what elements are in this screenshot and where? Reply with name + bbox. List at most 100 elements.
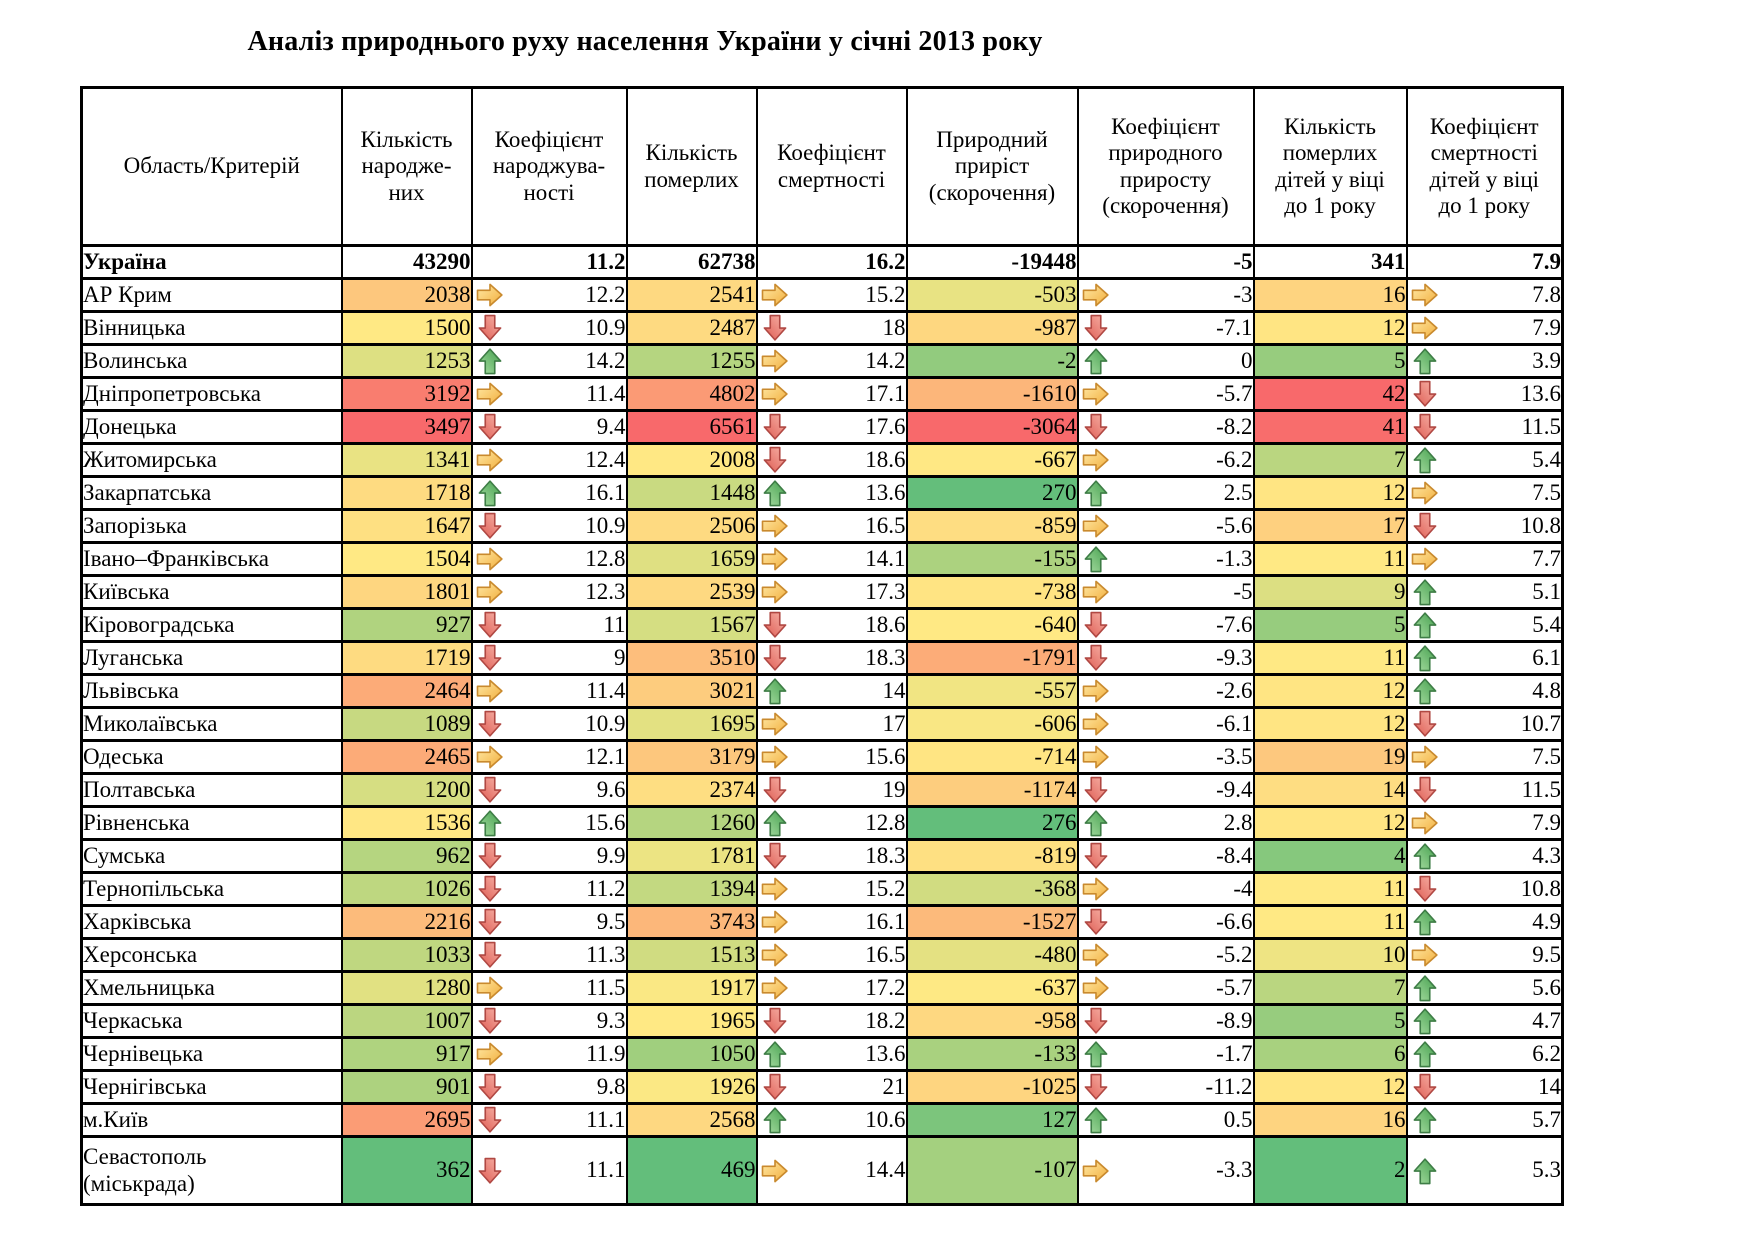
rate-value: 14	[1538, 1073, 1561, 1099]
births-cell: 1718	[340, 475, 473, 511]
infant-deaths-cell: 7	[1252, 970, 1408, 1006]
natural-change-cell: -368	[905, 871, 1079, 907]
natural-rate-cell: -6.2	[1076, 442, 1255, 478]
rate-value: 7.8	[1532, 281, 1561, 307]
deaths-cell: 1050	[625, 1036, 758, 1072]
up-arrow-icon	[1081, 1105, 1111, 1135]
births-cell: 2695	[340, 1102, 473, 1138]
births-cell: 1026	[340, 871, 473, 907]
region-name-cell: Тернопільська	[80, 871, 343, 907]
up-arrow-icon	[475, 808, 505, 838]
death-rate-cell: 18.6	[755, 442, 908, 478]
rate-value: 10.9	[585, 314, 626, 340]
natural-rate-cell: -8.4	[1076, 838, 1255, 874]
down-arrow-icon	[475, 907, 505, 937]
down-arrow-icon	[475, 940, 505, 970]
natural-change-cell: -667	[905, 442, 1079, 478]
infant-mortality-cell: 10.7	[1405, 706, 1564, 742]
infant-deaths-cell: 11	[1252, 871, 1408, 907]
rate-value: -6.2	[1216, 446, 1253, 472]
rate-value: 7.9	[1532, 314, 1561, 340]
up-arrow-icon	[1410, 1039, 1440, 1069]
column-header-death-rate: Коефіцієнт смертності	[755, 86, 908, 247]
infant-mortality-cell: 6.1	[1405, 640, 1564, 676]
death-rate-cell: 15.2	[755, 277, 908, 313]
down-arrow-icon	[1410, 1072, 1440, 1102]
natural-rate-cell: 2.8	[1076, 805, 1255, 841]
table-row: Миколаївська 1089 10.9 1695 17 -606 -6.1 12 10.7	[80, 706, 1564, 742]
rate-value: 18	[882, 314, 906, 340]
births-cell: 1089	[340, 706, 473, 742]
right-arrow-icon	[1081, 577, 1111, 607]
infant-deaths-cell: 12	[1252, 706, 1408, 742]
region-name-cell: Дніпропетровська	[80, 376, 343, 412]
region-name-cell: Запорізька	[80, 508, 343, 544]
table-row: Одеська 2465 12.1 3179 15.6 -714 -3.5 19 7.5	[80, 739, 1564, 775]
infant-mortality-cell: 5.3	[1405, 1135, 1564, 1206]
death-rate-cell: 17.6	[755, 409, 908, 445]
infant-mortality-cell: 4.3	[1405, 838, 1564, 874]
down-arrow-icon	[475, 643, 505, 673]
rate-value: 17	[882, 710, 906, 736]
rate-value: -7.1	[1216, 314, 1253, 340]
down-arrow-icon	[760, 445, 790, 475]
right-arrow-icon	[475, 379, 505, 409]
region-name-cell: Одеська	[80, 739, 343, 775]
infant-mortality-cell: 4.9	[1405, 904, 1564, 940]
births-cell: 2216	[340, 904, 473, 940]
up-arrow-icon	[1410, 445, 1440, 475]
right-arrow-icon	[1081, 742, 1111, 772]
natural-change-cell: -3064	[905, 409, 1079, 445]
deaths-cell: 2506	[625, 508, 758, 544]
birth-rate-cell: 11.2	[470, 871, 628, 907]
page-title: Аналіз природнього руху населення Україн…	[247, 26, 1043, 57]
rate-value: -8.9	[1216, 1007, 1253, 1033]
rate-value: 7.7	[1532, 545, 1561, 571]
rate-value: 11.1	[586, 1106, 626, 1132]
down-arrow-icon	[1410, 379, 1440, 409]
down-arrow-icon	[760, 313, 790, 343]
rate-value: 17.1	[865, 380, 906, 406]
rate-value: 6.2	[1532, 1040, 1561, 1066]
birth-rate-cell: 11.4	[470, 376, 628, 412]
region-name-cell: Полтавська	[80, 772, 343, 808]
infant-deaths-cell: 12	[1252, 310, 1408, 346]
right-arrow-icon	[475, 577, 505, 607]
up-arrow-icon	[1410, 346, 1440, 376]
rate-value: 9.9	[596, 842, 626, 868]
up-arrow-icon	[1410, 907, 1440, 937]
table-row: Луганська 1719 9 3510 18.3 -1791 -9.3 11 6.1	[80, 640, 1564, 676]
infant-deaths-cell: 16	[1252, 277, 1408, 313]
natural-rate-cell: -7.6	[1076, 607, 1255, 643]
rate-value: 6.1	[1532, 644, 1561, 670]
rate-value: -5.7	[1216, 974, 1253, 1000]
deaths-cell: 1567	[625, 607, 758, 643]
rate-value: 9	[614, 644, 626, 670]
death-rate-cell: 18.6	[755, 607, 908, 643]
table-row: Київська 1801 12.3 2539 17.3 -738 -5 9 5.1	[80, 574, 1564, 610]
birth-rate-cell: 11.4	[470, 673, 628, 709]
region-name-cell: м.Київ	[80, 1102, 343, 1138]
births-cell: 1500	[340, 310, 473, 346]
rate-value: 7.9	[1532, 809, 1561, 835]
right-arrow-icon	[760, 940, 790, 970]
rate-value: 21	[882, 1073, 906, 1099]
death-rate-cell: 14.1	[755, 541, 908, 577]
infant-deaths-cell: 16	[1252, 1102, 1408, 1138]
right-arrow-icon	[760, 346, 790, 376]
rate-value: -8.2	[1216, 413, 1253, 439]
column-header-birth-rate: Коефіцієнт народжува- ності	[470, 86, 628, 247]
rate-value: 10.8	[1520, 512, 1561, 538]
birth-rate-cell: 11.1	[470, 1102, 628, 1138]
down-arrow-icon	[475, 412, 505, 442]
death-rate-cell: 16.5	[755, 937, 908, 973]
right-arrow-icon	[760, 742, 790, 772]
death-rate-cell: 18	[755, 310, 908, 346]
infant-deaths-cell: 42	[1252, 376, 1408, 412]
right-arrow-icon	[1081, 445, 1111, 475]
right-arrow-icon	[760, 973, 790, 1003]
rate-value: 11.3	[586, 941, 626, 967]
infant-mortality-cell: 10.8	[1405, 508, 1564, 544]
rate-value: 7.5	[1532, 743, 1561, 769]
right-arrow-icon	[475, 742, 505, 772]
